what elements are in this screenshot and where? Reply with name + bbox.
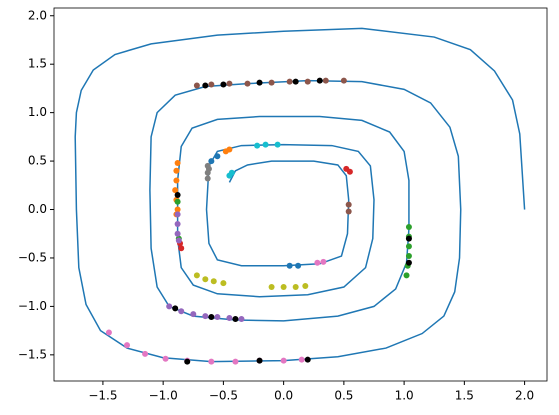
x-tick-label: 1.0 (395, 389, 414, 403)
point (280, 284, 287, 291)
x-tick-label: −1.0 (149, 389, 178, 403)
point (322, 77, 329, 84)
point (262, 141, 269, 148)
point (174, 198, 181, 205)
x-tick-label: 0.5 (334, 389, 353, 403)
point (226, 315, 233, 322)
point (214, 153, 221, 160)
point (256, 357, 263, 364)
point (124, 342, 131, 349)
point (173, 177, 180, 184)
point (298, 356, 305, 363)
y-tick-label: −1.0 (18, 299, 47, 313)
point (174, 160, 181, 167)
point (174, 221, 181, 228)
point (302, 283, 309, 290)
x-tick-label: 1.5 (455, 389, 474, 403)
point (345, 201, 352, 208)
point (292, 284, 299, 291)
point (238, 315, 245, 322)
point (142, 350, 149, 357)
point (208, 81, 215, 88)
point (184, 358, 191, 365)
y-tick-label: −1.5 (18, 347, 47, 361)
point (405, 243, 412, 250)
point (304, 78, 311, 85)
plot-frame (53, 7, 548, 382)
y-tick-label: 0.5 (28, 154, 47, 168)
point (268, 79, 275, 86)
point (202, 276, 209, 283)
point (205, 165, 212, 172)
y-tick-label: 0.0 (28, 202, 47, 216)
point (190, 311, 197, 318)
point (274, 141, 281, 148)
y-tick-label: −0.5 (18, 250, 47, 264)
point (208, 158, 215, 165)
point (232, 315, 239, 322)
point (286, 78, 293, 85)
point (175, 237, 182, 244)
point (172, 187, 179, 194)
point (193, 272, 200, 279)
x-tick-label: −0.5 (209, 389, 238, 403)
point (193, 82, 200, 89)
point (172, 305, 179, 312)
x-tick-label: −1.5 (88, 389, 117, 403)
point (214, 314, 221, 321)
point (174, 211, 181, 218)
point (210, 278, 217, 285)
point (286, 262, 293, 269)
point (256, 79, 263, 86)
point (226, 80, 233, 87)
point (314, 259, 321, 266)
point (340, 77, 347, 84)
y-tick-label: 1.0 (28, 105, 47, 119)
point (220, 280, 227, 287)
point (280, 357, 287, 364)
point (228, 169, 235, 176)
point (295, 262, 302, 269)
point (403, 272, 410, 279)
point (320, 258, 327, 265)
point (268, 284, 275, 291)
point (222, 148, 229, 155)
point (208, 358, 215, 365)
point (105, 329, 112, 336)
point (162, 355, 169, 362)
point (405, 223, 412, 230)
point (202, 313, 209, 320)
point (405, 253, 412, 260)
spiral-line (74, 27, 526, 363)
point (204, 175, 211, 182)
point (232, 358, 239, 365)
point (174, 206, 181, 213)
point (244, 80, 251, 87)
point (178, 308, 185, 315)
point (304, 356, 311, 363)
point (345, 208, 352, 215)
point (208, 314, 215, 321)
y-tick-label: 2.0 (28, 8, 47, 22)
x-tick-label: 2.0 (515, 389, 534, 403)
point (166, 303, 173, 310)
y-tick-label: 1.5 (28, 57, 47, 71)
point (292, 78, 299, 85)
point (254, 142, 261, 149)
point (346, 168, 353, 175)
point (174, 191, 181, 198)
point (316, 77, 323, 84)
point (174, 230, 181, 237)
x-tick-label: 0.0 (274, 389, 293, 403)
point (202, 82, 209, 89)
point (173, 167, 180, 174)
point (178, 245, 185, 252)
point (220, 81, 227, 88)
point (405, 259, 412, 266)
point (405, 235, 412, 242)
